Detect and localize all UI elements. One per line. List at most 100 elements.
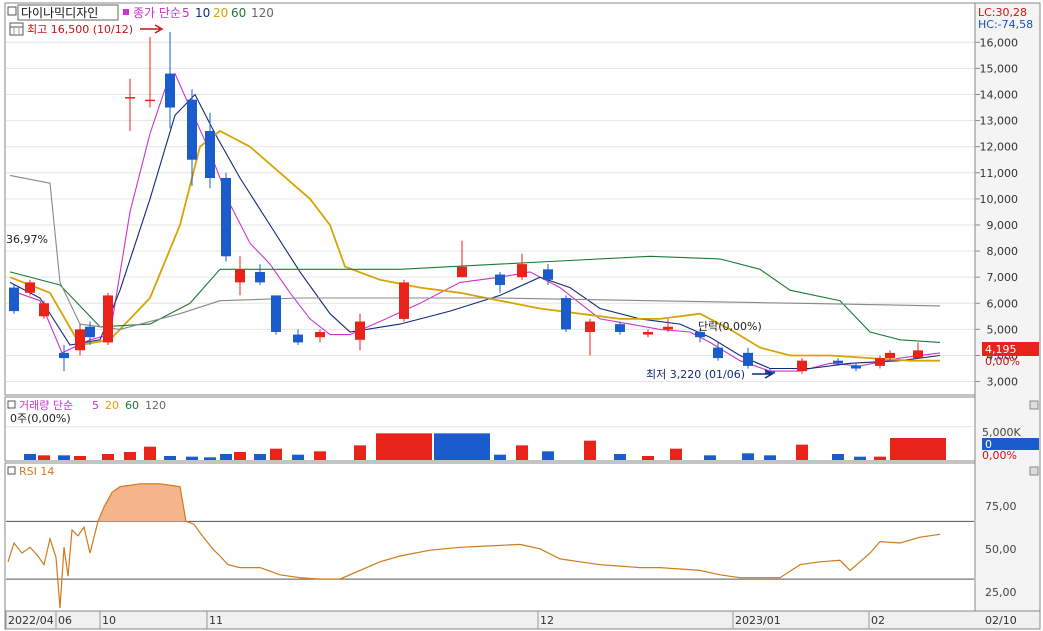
price-tick-label: 15,000 xyxy=(980,62,1019,75)
price-tick-label: 5,000 xyxy=(987,323,1019,336)
ma-line-120 xyxy=(9,174,941,330)
x-axis-label: 02 xyxy=(871,614,885,627)
candle-body xyxy=(39,303,49,317)
rsi-series xyxy=(6,483,974,609)
x-axis-label: 10 xyxy=(102,614,116,627)
volume-collapse-icon[interactable] xyxy=(1029,400,1039,410)
x-axis-strip xyxy=(4,610,1041,630)
price-tick-label: 14,000 xyxy=(980,88,1019,101)
price-tick-label: 7,000 xyxy=(987,271,1019,284)
volume-bar xyxy=(614,454,626,460)
candle-body xyxy=(695,331,705,338)
candle-body xyxy=(205,131,215,178)
calendar-icon[interactable] xyxy=(9,22,24,36)
volume-bar xyxy=(742,453,754,460)
price-tick-label: 8,000 xyxy=(987,245,1019,258)
x-axis-ticks: 2022/04 06 10 11 12 2023/01 02 02/10 xyxy=(5,611,1017,629)
legend-ma20: 20 xyxy=(213,6,228,20)
candle-body xyxy=(235,269,245,283)
volume-legend-ma120: 120 xyxy=(145,399,166,412)
candle-body xyxy=(145,99,155,102)
volume-legend-ma20: 20 xyxy=(105,399,119,412)
x-axis-label: 12 xyxy=(540,614,554,627)
volume-bar xyxy=(186,456,198,460)
volume-sub-label: 0주(0,00%) xyxy=(10,412,71,425)
candle-body xyxy=(125,97,135,99)
price-tick-label: 10,000 xyxy=(980,193,1019,206)
price-gridlines xyxy=(6,41,974,383)
candle-body xyxy=(561,298,571,330)
price-tick-label: 12,000 xyxy=(980,141,1019,154)
rsi-collapse-icon[interactable] xyxy=(1029,466,1039,476)
candle-body xyxy=(25,282,35,293)
volume-legend-ma60: 60 xyxy=(125,399,139,412)
stock-name-box[interactable] xyxy=(17,4,119,21)
hc-label: HC:-74,58 xyxy=(978,18,1033,31)
candle-body xyxy=(743,352,753,366)
price-tick-label: 6,000 xyxy=(987,297,1019,310)
high-arrow-icon xyxy=(140,24,164,34)
volume-bar xyxy=(24,454,36,460)
x-axis-label: 2023/01 xyxy=(735,614,781,627)
volume-bar xyxy=(254,454,266,460)
volume-axis-label-bottom: 0,00% xyxy=(982,449,1017,462)
candle-body xyxy=(271,295,281,332)
volume-title: 거래량 단순 xyxy=(19,399,73,412)
price-tick-label: 9,000 xyxy=(987,219,1019,232)
panel-menu-icon[interactable] xyxy=(7,6,17,16)
volume-bar xyxy=(670,448,682,460)
ma-line-60 xyxy=(9,255,941,343)
right-axis-strip xyxy=(974,2,1041,612)
volume-bar xyxy=(796,444,808,460)
candle-body xyxy=(585,321,595,332)
volume-bar xyxy=(890,438,946,460)
volume-bar xyxy=(144,446,156,460)
low-price-label: 최저 3,220 (01/06) xyxy=(646,368,745,381)
candle-body xyxy=(75,329,85,351)
candle-body xyxy=(103,295,113,343)
ma-line-20 xyxy=(9,129,940,362)
volume-bar xyxy=(204,457,216,460)
rsi-menu-icon[interactable] xyxy=(7,466,16,475)
legend-ma120: 120 xyxy=(251,6,274,20)
rsi-overbought-area xyxy=(98,483,186,522)
x-axis-label: 11 xyxy=(209,614,223,627)
volume-bar xyxy=(164,456,176,460)
candle-body xyxy=(517,264,527,278)
rsi-axis-label-50: 50,00 xyxy=(985,543,1017,556)
volume-bar xyxy=(38,455,50,460)
volume-bar xyxy=(58,455,70,460)
volume-bar xyxy=(376,433,432,460)
stock-name[interactable]: 다이나믹디자인 xyxy=(21,6,98,20)
mid-change-label: 단락(0,00%) xyxy=(698,320,762,333)
candle-body xyxy=(255,271,265,283)
volume-bar xyxy=(764,455,776,460)
rsi-axis-label-25: 25,00 xyxy=(985,586,1017,599)
candle-body xyxy=(9,287,19,312)
legend-ma5: 5 xyxy=(182,6,190,20)
price-zero-percent: 0,00% xyxy=(985,355,1020,368)
price-tick-label: 3,000 xyxy=(987,376,1019,389)
volume-axis-label-top: 5,000K xyxy=(982,426,1021,439)
candle-body xyxy=(851,365,861,369)
candle-body xyxy=(495,274,505,285)
x-axis-label: 02/10 xyxy=(985,614,1017,627)
current-price-badge xyxy=(982,342,1039,356)
moving-average-lines xyxy=(9,72,941,372)
volume-menu-icon[interactable] xyxy=(7,400,16,409)
volume-bar xyxy=(494,454,506,460)
candle-body xyxy=(221,177,231,257)
candle-body xyxy=(85,326,95,338)
candle-body xyxy=(797,360,807,372)
low-arrow-icon xyxy=(752,369,774,379)
candle-body xyxy=(457,266,467,278)
volume-bars xyxy=(6,426,974,460)
price-tick-label: 13,000 xyxy=(980,115,1019,128)
candle-body xyxy=(833,360,843,364)
candle-body xyxy=(399,282,409,319)
volume-bar xyxy=(704,455,716,460)
candle-body xyxy=(663,326,673,330)
candle-body xyxy=(355,321,365,340)
